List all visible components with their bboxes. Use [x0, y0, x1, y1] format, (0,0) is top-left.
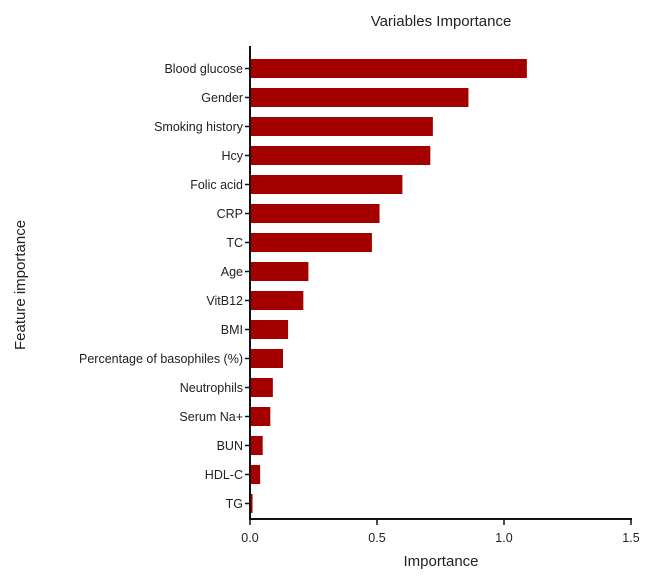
- category-label-folic-acid: Folic acid: [190, 178, 243, 192]
- chart-title: Variables Importance: [371, 13, 512, 30]
- category-label-bmi: BMI: [221, 323, 243, 337]
- category-label-percentage-of-basophiles: Percentage of basophiles (%): [79, 352, 243, 366]
- bar-folic-acid: [250, 175, 403, 194]
- y-axis-label: Feature importance: [12, 220, 29, 350]
- category-label-crp: CRP: [217, 207, 243, 221]
- bar-age: [250, 262, 309, 281]
- category-label-hdl-c: HDL-C: [205, 468, 243, 482]
- x-tick-label-3: 1.5: [622, 531, 639, 545]
- x-axis-label: Importance: [403, 553, 478, 570]
- x-tick-label-0: 0.0: [241, 531, 258, 545]
- category-label-hcy: Hcy: [221, 149, 243, 163]
- category-label-neutrophils: Neutrophils: [180, 381, 243, 395]
- bar-vitb12: [250, 291, 304, 310]
- bar-gender: [250, 88, 469, 107]
- x-tick-label-1: 0.5: [368, 531, 385, 545]
- category-label-tc: TC: [226, 236, 243, 250]
- x-tick-label-2: 1.0: [495, 531, 512, 545]
- bar-crp: [250, 204, 380, 223]
- bar-serum-na: [250, 407, 271, 426]
- bar-bmi: [250, 320, 289, 339]
- bar-hdl-c: [250, 465, 261, 484]
- bar-blood-glucose: [250, 59, 527, 78]
- bar-neutrophils: [250, 378, 273, 397]
- bar-bun: [250, 436, 263, 455]
- x-ticks-group: 0.0 0.5 1.0 1.5: [241, 519, 640, 545]
- category-label-gender: Gender: [201, 91, 243, 105]
- bar-smoking-history: [250, 117, 433, 136]
- category-labels-group: Blood glucose Gender Smoking history Hcy Fol…: [79, 62, 250, 511]
- category-label-smoking-history: Smoking history: [154, 120, 244, 134]
- bar-tc: [250, 233, 372, 252]
- category-label-serum-na: Serum Na+: [179, 410, 243, 424]
- category-label-tg: TG: [226, 497, 243, 511]
- category-label-age: Age: [221, 265, 243, 279]
- bar-tg: [250, 494, 253, 513]
- category-label-bun: BUN: [217, 439, 243, 453]
- bars-group: [250, 59, 527, 513]
- bar-hcy: [250, 146, 431, 165]
- bar-percentage-of-basophiles: [250, 349, 284, 368]
- category-label-vitb12: VitB12: [206, 294, 243, 308]
- category-label-blood-glucose: Blood glucose: [164, 62, 243, 76]
